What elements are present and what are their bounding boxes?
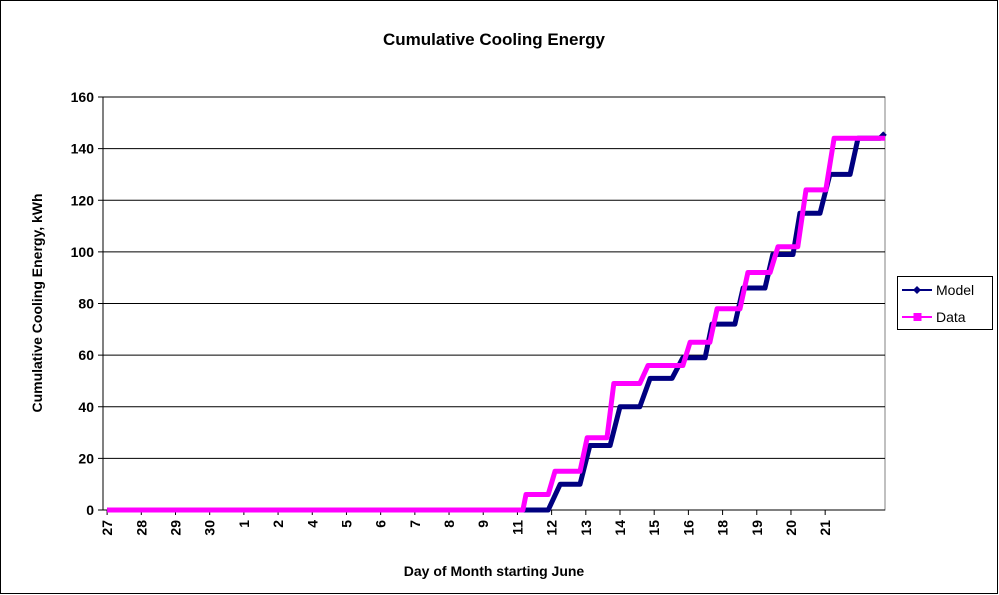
y-tick-label: 120: [71, 192, 95, 208]
x-tick-label: 21: [817, 520, 833, 536]
x-tick-label: 13: [578, 520, 594, 536]
y-tick-label: 160: [71, 89, 95, 105]
y-tick-label: 80: [78, 296, 94, 312]
x-tick-label: 11: [509, 520, 525, 535]
x-tick-label: 18: [715, 520, 731, 536]
y-tick-label: 20: [78, 450, 94, 466]
x-tick-label: 30: [202, 520, 218, 536]
x-tick-label: 2: [270, 520, 286, 528]
x-tick-label: 16: [680, 520, 696, 536]
x-tick-label: 4: [304, 520, 320, 528]
y-tick-label: 0: [86, 502, 94, 518]
x-tick-label: 28: [133, 520, 149, 536]
legend-marker: [913, 286, 921, 294]
y-tick-label: 60: [78, 347, 94, 363]
y-tick-label: 100: [71, 244, 95, 260]
y-axis-title: Cumulative Cooling Energy, kWh: [29, 193, 45, 412]
x-tick-label: 1: [236, 520, 252, 528]
legend-label: Model: [936, 282, 974, 298]
x-tick-label: 8: [441, 520, 457, 528]
legend-box: [897, 276, 993, 330]
legend-marker: [913, 313, 922, 321]
x-axis-title: Day of Month starting June: [404, 563, 585, 579]
x-tick-label: 29: [167, 520, 183, 536]
chart-title: Cumulative Cooling Energy: [383, 30, 606, 49]
legend-label: Data: [936, 309, 966, 325]
x-tick-label: 6: [373, 520, 389, 528]
x-tick-label: 14: [612, 520, 628, 536]
x-tick-label: 27: [99, 520, 115, 536]
x-tick-label: 15: [646, 520, 662, 536]
y-tick-label: 40: [78, 399, 94, 415]
x-tick-label: 9: [475, 520, 491, 528]
series-line: [107, 135, 885, 513]
x-tick-label: 19: [749, 520, 765, 536]
x-tick-label: 7: [407, 520, 423, 528]
y-tick-label: 140: [71, 141, 95, 157]
x-tick-label: 12: [544, 520, 560, 536]
x-tick-label: 5: [338, 520, 354, 528]
x-tick-label: 20: [783, 520, 799, 536]
